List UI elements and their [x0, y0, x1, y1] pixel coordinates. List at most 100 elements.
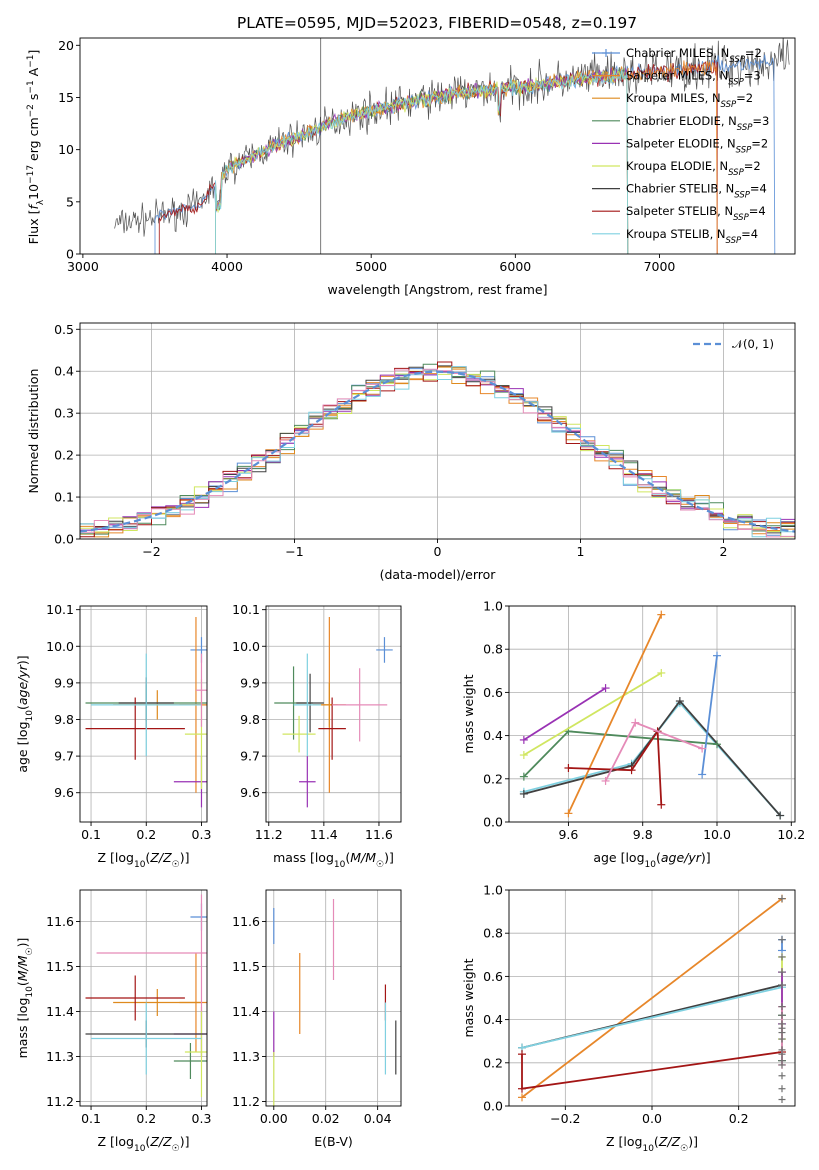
spectrum-line	[215, 69, 629, 254]
y-tick-label: 10.0	[46, 639, 74, 654]
x-tick-label: 9.8	[633, 827, 653, 842]
label-part: ☉	[376, 860, 384, 870]
error-point	[85, 975, 185, 1021]
label-part: Z/Z	[149, 1134, 172, 1149]
x-tick-label: 11.6	[365, 827, 393, 842]
y-tick-label: 0.2	[483, 771, 503, 786]
y-tick-label: 9.7	[240, 749, 260, 764]
legend-value: =3	[744, 69, 761, 83]
x-tick-label: 0.2	[136, 1111, 156, 1126]
label-part: (	[654, 1134, 659, 1149]
label-part: age/yr	[661, 850, 702, 865]
x-axis-label: age [log10(age/yr)]	[593, 850, 710, 870]
label-part: 10	[134, 1144, 146, 1154]
x-tick-label: 9.6	[558, 827, 578, 842]
label-part: A	[26, 67, 41, 80]
x-axis-label: Z [log10(Z/Z☉)]	[606, 1134, 698, 1154]
y-tick-label: 0.4	[483, 728, 503, 743]
x-tick-label: 0	[434, 544, 442, 559]
legend-entry: Chabrier STELIB, NSSP=4	[626, 182, 767, 201]
x-tick-label: −1	[285, 544, 303, 559]
y-tick-label: 0.1	[54, 490, 74, 505]
label-part: (	[345, 850, 350, 865]
weight-line	[523, 672, 662, 756]
x-tick-label: 3000	[67, 259, 99, 274]
x-axis-label: (data-model)/error	[380, 567, 497, 582]
y-tick-label: 0	[66, 247, 74, 262]
legend-sub: SSP	[721, 100, 737, 110]
x-tick-label: 0.04	[364, 1111, 392, 1126]
weight-line	[521, 986, 783, 1049]
x-tick-label: −2	[142, 544, 160, 559]
y-tick-label: 11.4	[232, 1004, 260, 1019]
y-tick-label: 0.6	[483, 969, 503, 984]
label-part: Z [log	[606, 1134, 642, 1149]
weight-series	[519, 684, 610, 744]
panel-weight-vs-age: 9.6 9.8 10.0 10.2 0.0 0.2 0.4 0.6 0.8 1.0 age [log…	[461, 599, 805, 871]
legend-entry: Salpeter STELIB, NSSP=4	[626, 204, 766, 223]
y-tick-label: 9.7	[54, 749, 74, 764]
y-tick-label: 11.2	[46, 1094, 74, 1109]
plot-area	[518, 894, 786, 1104]
legend: 𝒩(0, 1)	[693, 337, 774, 351]
x-tick-label: 0.1	[81, 1111, 101, 1126]
label-part: 10	[642, 1144, 654, 1154]
x-tick-label: 0.02	[312, 1111, 340, 1126]
error-point	[85, 697, 185, 760]
x-tick-label: 5000	[355, 259, 387, 274]
plot-area	[114, 38, 790, 254]
label-part: mass [log	[273, 850, 334, 865]
x-tick-label: 0.2	[136, 827, 156, 842]
x-tick-label: 0.1	[81, 827, 101, 842]
error-point	[296, 673, 324, 733]
y-tick-label: 10	[58, 142, 74, 157]
error-point	[376, 637, 393, 663]
label-part: (	[656, 850, 661, 865]
y-tick-label: 0.0	[483, 1099, 503, 1114]
label-part: (	[15, 981, 30, 986]
panel-weight-vs-Z: −0.2 0.0 0.2 0.0 0.2 0.4 0.6 0.8 1.0 Z [log10(Z/Z…	[461, 883, 796, 1154]
legend-sub: SSP	[737, 123, 753, 133]
legend-entry: 𝒩(0, 1)	[732, 337, 774, 351]
legend-sub: SSP	[736, 145, 752, 155]
y-axis-label: mass [log10(M/M☉)]	[15, 938, 35, 1059]
x-tick-label: 7000	[644, 259, 676, 274]
label-part: 10	[134, 860, 146, 870]
y-tick-label: 11.6	[46, 914, 74, 929]
label-part: −1	[26, 80, 36, 93]
weight-series	[519, 697, 785, 820]
plot-area	[85, 894, 207, 1097]
y-tick-label: 0.0	[483, 815, 503, 830]
legend-name: Chabrier MILES, N	[626, 46, 729, 60]
label-part: erg cm	[26, 117, 41, 165]
x-axis-label: Z [log10(Z/Z☉)]	[98, 1134, 190, 1154]
error-point	[293, 653, 322, 757]
legend-name: Kroupa ELODIE, N	[626, 159, 728, 173]
y-tick-label: 1.0	[483, 599, 503, 614]
x-tick-label: 0.3	[192, 827, 212, 842]
x-axis-label: wavelength [Angstrom, rest frame]	[327, 282, 547, 297]
y-axis-label: Normed distribution	[26, 369, 41, 494]
label-part: 10	[25, 710, 35, 722]
y-tick-label: 9.6	[54, 785, 74, 800]
legend-value: =4	[750, 182, 767, 196]
y-tick-label: 11.5	[46, 959, 74, 974]
legend-sub: SSP	[728, 78, 744, 88]
panel-spectrum: 3000 4000 5000 6000 7000 0 5 10 15 20 Chabrier MIL…	[26, 37, 796, 297]
y-tick-label: 9.9	[54, 675, 74, 690]
weight-line	[701, 655, 718, 775]
label-part: ☉	[680, 1144, 688, 1154]
legend-value: =2	[736, 91, 753, 105]
label-part: s	[26, 94, 41, 105]
legend-entry: Kroupa MILES, NSSP=2	[626, 91, 753, 110]
panel-mass-vs-EBV: 0.00 0.02 0.04 11.2 11.3 11.4 11.5 11.6 E(B-V)	[232, 889, 402, 1149]
x-tick-label: 10.2	[777, 827, 805, 842]
legend-sub: SSP	[728, 168, 744, 178]
label-part: )]	[180, 850, 190, 865]
axes-frame	[265, 889, 402, 1107]
legend-entry: Kroupa ELODIE, NSSP=2	[626, 159, 761, 178]
panel-residuals: −2 −1 0 1 2 0.0 0.1 0.2 0.3 0.4 0.5 𝒩(0, 1) (data-mo…	[26, 322, 796, 582]
x-tick-label: 11.2	[255, 827, 283, 842]
